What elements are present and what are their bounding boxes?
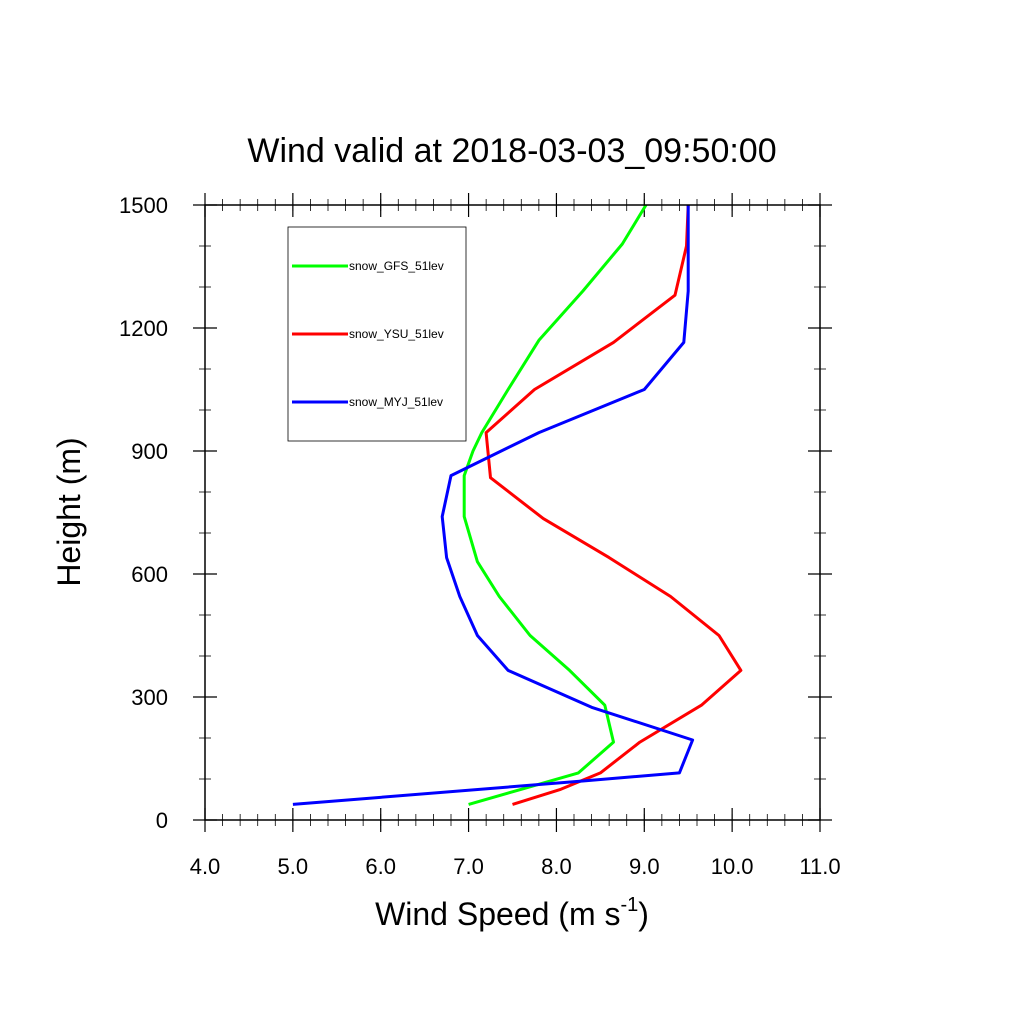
y-tick-labels: 0 300 600 900 1200 1500 <box>119 193 168 833</box>
x-tick-label: 6.0 <box>365 854 396 879</box>
series-line-snow_YSU_51lev <box>484 204 743 806</box>
x-axis-label: Wind Speed (m s-1) <box>375 894 649 932</box>
y-tick-label: 1500 <box>119 193 168 218</box>
series-line-snow_GFS_51lev <box>462 204 648 806</box>
x-tick-label: 8.0 <box>541 854 572 879</box>
y-tick-label: 1200 <box>119 316 168 341</box>
legend: snow_GFS_51lev snow_YSU_51lev snow_MYJ_51l… <box>287 226 467 442</box>
y-tick-label: 0 <box>156 808 168 833</box>
x-axis-label-main: Wind Speed (m s <box>375 896 620 932</box>
x-tick-label: 11.0 <box>799 854 840 879</box>
x-tick-label: 9.0 <box>629 854 660 879</box>
chart-title: Wind valid at 2018-03-03_09:50:00 <box>247 132 776 170</box>
x-tick-labels: 4.0 5.0 6.0 7.0 8.0 9.0 10.0 11.0 <box>190 854 841 879</box>
y-tick-label: 600 <box>131 562 168 587</box>
series-line-snow_MYJ_51lev <box>292 205 695 806</box>
x-axis-label-end: ) <box>638 896 649 932</box>
x-tick-label: 5.0 <box>278 854 309 879</box>
y-tick-label: 300 <box>131 685 168 710</box>
y-tick-label: 900 <box>131 439 168 464</box>
x-axis-label-sup: -1 <box>620 894 638 916</box>
series-layer <box>292 204 743 806</box>
x-tick-label: 10.0 <box>711 854 754 879</box>
legend-label: snow_GFS_51lev <box>349 259 444 273</box>
x-tick-label: 4.0 <box>190 854 221 879</box>
legend-label: snow_MYJ_51lev <box>349 395 443 409</box>
legend-label: snow_YSU_51lev <box>349 327 444 341</box>
plot-frame <box>204 204 821 821</box>
x-tick-label: 7.0 <box>453 854 484 879</box>
y-axis-label: Height (m) <box>51 437 87 586</box>
